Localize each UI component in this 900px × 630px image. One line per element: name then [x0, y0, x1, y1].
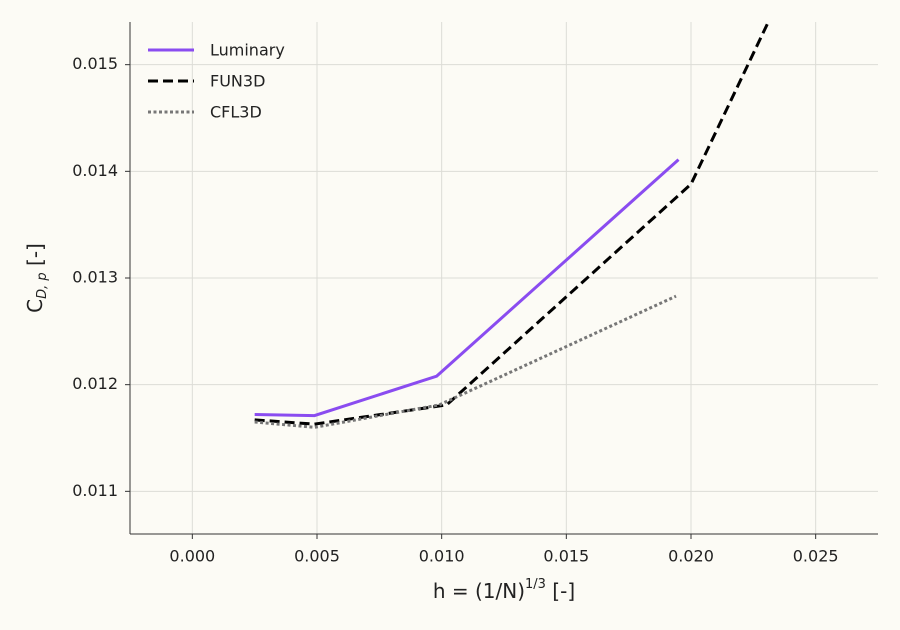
y-tick-label: 0.012 [72, 374, 118, 393]
x-tick-label: 0.020 [668, 547, 714, 566]
series-line [254, 294, 677, 429]
y-axis-label: CD, p [-] [23, 243, 50, 313]
y-tick-label: 0.015 [72, 54, 118, 73]
x-label-tail: [-] [546, 579, 575, 603]
y-tick-label: 0.011 [72, 481, 118, 500]
y-tick-label: 0.014 [72, 161, 118, 180]
series-line [254, 22, 770, 426]
x-tick-label: 0.010 [419, 547, 465, 566]
x-tick-label: 0.025 [793, 547, 839, 566]
legend: Luminary FUN3D CFL3D [148, 41, 285, 122]
grid: 0.000 0.005 0.010 0.015 0.020 0.025 0.011 0.012… [72, 22, 878, 566]
x-tick-label: 0.000 [169, 547, 215, 566]
y-tick-label: 0.013 [72, 268, 118, 287]
series-line [254, 158, 680, 418]
legend-label: CFL3D [210, 103, 262, 122]
legend-label: Luminary [210, 41, 285, 60]
x-tick-label: 0.015 [543, 547, 589, 566]
x-label-base: h = (1/N) [433, 579, 525, 603]
legend-label: FUN3D [210, 72, 265, 91]
y-label-base: C [23, 299, 47, 313]
plot-area [254, 22, 770, 429]
x-tick-label: 0.005 [294, 547, 340, 566]
x-axis-label: h = (1/N)1/3 [-] [433, 577, 575, 603]
y-label-sub: D, p [35, 272, 50, 299]
x-label-sup: 1/3 [525, 577, 546, 592]
y-label-tail: [-] [23, 243, 47, 272]
